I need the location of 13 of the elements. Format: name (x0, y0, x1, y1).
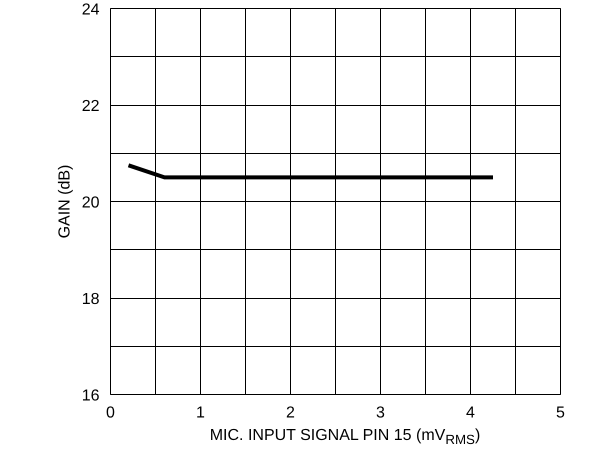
x-tick-label: 4 (466, 404, 476, 422)
y-tick-label: 16 (82, 388, 100, 404)
x-tick-label: 3 (376, 404, 386, 422)
x-tick-label: 5 (556, 404, 566, 422)
y-tick-label: 20 (82, 194, 100, 212)
y-tick-label: 24 (82, 2, 100, 18)
x-tick-label: 0 (106, 404, 116, 422)
x-tick-label: 1 (196, 404, 206, 422)
x-tick-label: 2 (286, 404, 296, 422)
x-axis-title: MIC. INPUT SIGNAL PIN 15 (mV$_{RMS}$) (210, 426, 480, 450)
y-tick-label: 22 (82, 98, 100, 115)
y-axis-title: GAIN (dB) (56, 164, 74, 238)
y-tick-label: 18 (82, 291, 100, 308)
